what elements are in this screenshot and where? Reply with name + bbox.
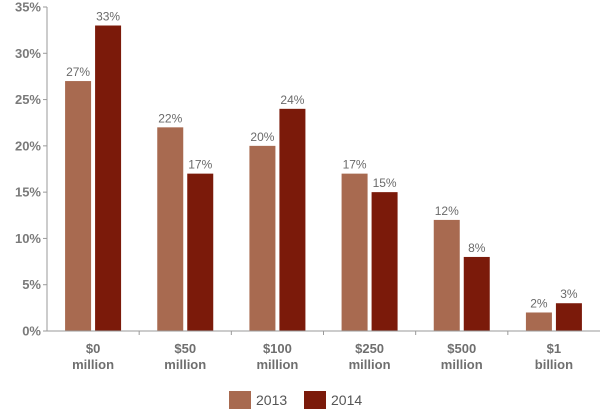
- data-label-2014-1: 17%: [188, 158, 212, 172]
- bar-2013-4: [433, 219, 460, 331]
- y-tick-label: 35%: [15, 0, 41, 15]
- data-label-2014-3: 15%: [373, 176, 397, 190]
- bar-2013-0: [65, 81, 92, 331]
- x-category-label-2-0: $100: [263, 341, 292, 356]
- y-tick-label: 15%: [15, 185, 41, 200]
- y-tick-label: 20%: [15, 138, 41, 153]
- legend-label-2014: 2014: [331, 392, 362, 408]
- data-label-2013-4: 12%: [435, 204, 459, 218]
- bar-2013-1: [157, 127, 184, 331]
- y-tick-label: 10%: [15, 231, 41, 246]
- x-category-label-4-0: $500: [447, 341, 476, 356]
- bars: [65, 25, 582, 332]
- x-category-label-3-0: $250: [355, 341, 384, 356]
- x-category-label-5-0: $1: [547, 341, 561, 356]
- y-tick-label: 30%: [15, 46, 41, 61]
- x-category-label-4-1: million: [441, 357, 483, 372]
- bar-2014-2: [279, 108, 306, 331]
- x-category-label-3-1: million: [349, 357, 391, 372]
- legend: 2013 2014: [229, 391, 362, 409]
- y-tick-label: 25%: [15, 92, 41, 107]
- x-category-label-5-1: billion: [535, 357, 573, 372]
- bar-2014-1: [187, 173, 214, 331]
- x-category-label-2-1: million: [256, 357, 298, 372]
- bar-2014-3: [371, 192, 398, 331]
- legend-swatch-2013: [229, 391, 251, 409]
- bar-2013-2: [249, 145, 276, 331]
- data-label-2014-4: 8%: [468, 241, 486, 255]
- data-label-2014-2: 24%: [280, 93, 304, 107]
- data-label-2013-0: 27%: [66, 65, 90, 79]
- x-axis: $0million$50million$100million$250millio…: [47, 330, 600, 372]
- bar-2013-5: [525, 312, 552, 331]
- bar-2014-4: [463, 256, 490, 331]
- bar-2013-3: [341, 173, 368, 331]
- data-label-2013-3: 17%: [343, 158, 367, 172]
- x-category-label-1-1: million: [164, 357, 206, 372]
- legend-label-2013: 2013: [256, 392, 287, 408]
- data-label-2013-5: 2%: [530, 296, 548, 310]
- data-labels: 27% 33% 22% 17% 20% 24% 17% 15% 12% 8% 2% 3%: [66, 10, 578, 311]
- y-tick-label: 5%: [22, 277, 41, 292]
- bar-2014-5: [555, 303, 582, 331]
- data-label-2014-5: 3%: [560, 287, 578, 301]
- y-axis: 0% 5% 10% 15% 20% 25% 30% 35%: [15, 0, 48, 339]
- x-category-label-0-0: $0: [86, 341, 100, 356]
- bar-2014-0: [95, 25, 122, 332]
- legend-swatch-2014: [304, 391, 326, 409]
- data-label-2014-0: 33%: [96, 10, 120, 24]
- x-category-label-0-1: million: [72, 357, 114, 372]
- data-label-2013-1: 22%: [158, 111, 182, 125]
- data-label-2013-2: 20%: [250, 130, 274, 144]
- y-tick-label: 0%: [22, 324, 41, 339]
- x-category-label-1-0: $50: [174, 341, 196, 356]
